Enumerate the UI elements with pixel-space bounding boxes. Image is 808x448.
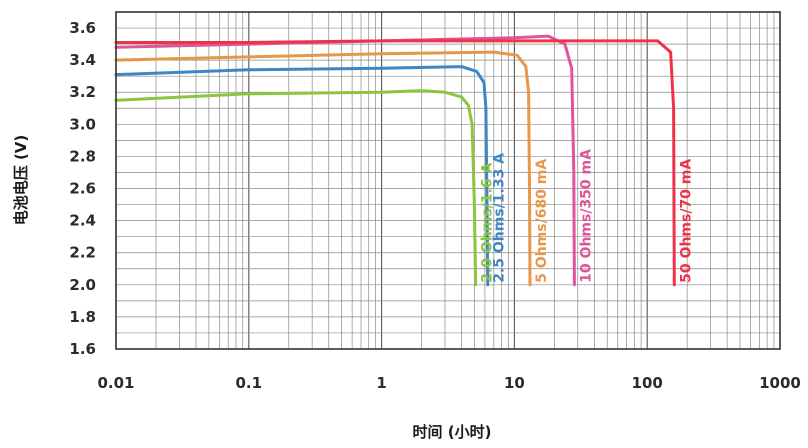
x-tick-label: 0.01 [97,374,134,392]
x-tick-label: 10 [504,374,525,392]
x-axis-title: 时间 (小时) [413,423,492,441]
series-label: 10 Ohms/350 mA [578,149,594,283]
series-line [114,65,490,287]
x-tick-label: 100 [632,374,663,392]
y-tick-label: 3.0 [69,115,96,133]
y-tick-label: 1.6 [69,340,96,358]
series-line [114,89,478,287]
y-tick-label: 2.0 [69,276,96,294]
y-tick-label: 1.8 [69,308,96,326]
series-line [114,39,676,287]
x-tick-labels: 0.01 0.1 1 10 100 1000 [97,374,800,392]
y-tick-label: 2.6 [69,180,96,198]
series-lines [114,34,676,287]
y-tick-label: 3.4 [69,51,96,69]
y-tick-label: 2.4 [69,212,96,230]
y-tick-labels: 1.6 1.8 2.0 2.2 2.4 2.6 2.8 3.0 3.2 3.4 3.6 [69,19,96,358]
plot-frame [115,11,781,350]
series-label: 2.5 Ohms/1.33 A [492,153,508,283]
x-tick-label: 1000 [759,374,801,392]
x-tick-label: 0.1 [236,374,263,392]
y-tick-label: 3.2 [69,83,96,101]
x-tick-label: 1 [376,374,386,392]
series-label: 50 Ohms/70 mA [678,159,694,283]
series-line [114,50,532,287]
y-tick-label: 2.8 [69,147,96,165]
y-tick-label: 2.2 [69,244,96,262]
y-axis-title: 电池电压 (V) [12,135,30,226]
series-label: 2.0 Ohms/1.6 A [480,163,496,283]
y-tick-label: 3.6 [69,19,96,37]
grid-lines [115,11,780,350]
series-label: 5 Ohms/680 mA [534,159,550,283]
series-labels: 2.0 Ohms/1.6 A2.5 Ohms/1.33 A 5 Ohms/680 … [480,149,695,283]
